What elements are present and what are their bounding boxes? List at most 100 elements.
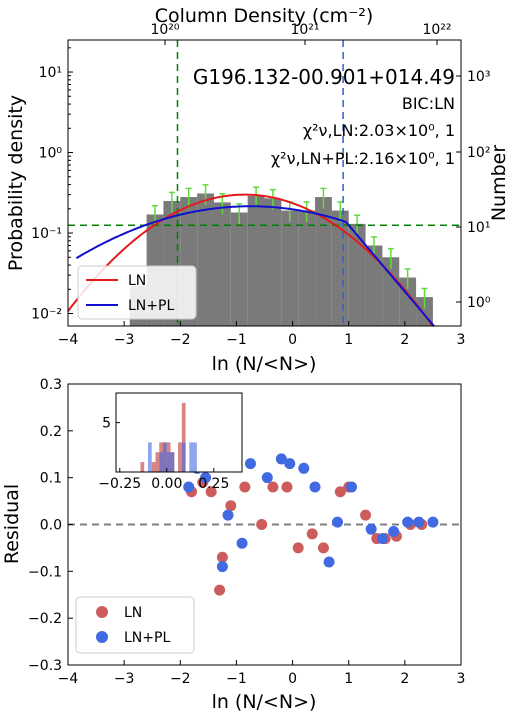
histogram-bar	[247, 195, 265, 326]
x-tick-label: −3	[114, 332, 135, 348]
bottom-y-axis-label: Residual	[1, 484, 23, 564]
y-tick-label: −0.3	[28, 658, 62, 674]
right-tick-label: 10³	[467, 69, 490, 85]
chi2-lnpl-annotation: χ²ν,LN+PL:2.16×10⁰, 1	[271, 149, 455, 168]
ln-residual-point	[205, 486, 217, 498]
inset-x-tick-label: 0.00	[151, 476, 182, 492]
x-tick-label: 3	[457, 332, 466, 348]
bottom-panel: −4 −3 −2 −1 0 1 2 3 −0.3 −0.2 −0.1 0.0 0.1 0.2 0.3 ln…	[1, 377, 465, 713]
inset-x-tick-label: −0.25	[98, 476, 141, 492]
ln-residual-point	[292, 542, 304, 554]
lnpl-residual-point	[236, 537, 248, 549]
inset-lnpl-bar	[193, 442, 197, 472]
y-tick-label: 0.0	[40, 518, 62, 534]
ln-residual-point	[239, 481, 251, 493]
top-x-ticks: −4 −3 −2 −1 0 1 2 3	[58, 321, 466, 348]
y-tick-label: 10⁰	[39, 146, 63, 162]
x-tick-label: −4	[58, 671, 79, 687]
lnpl-residual-point	[388, 526, 400, 538]
inset-ln-bar	[151, 462, 156, 472]
right-tick-label: 10²	[467, 145, 490, 161]
ln-residual-point	[306, 528, 318, 540]
inset-frame	[115, 392, 243, 473]
legend-ln-marker	[96, 606, 108, 618]
legend-lnpl-text: LN+PL	[124, 630, 170, 646]
histogram-bar	[365, 245, 383, 326]
x-tick-label: −1	[226, 332, 247, 348]
histogram-bar	[264, 198, 282, 326]
x-tick-label: −2	[170, 671, 191, 687]
x-tick-label: 0	[288, 671, 297, 687]
reference-lines	[68, 40, 461, 326]
top-y-ticks: 10⁻² 10⁻¹ 10⁰ 10¹	[31, 47, 73, 323]
lnpl-residual-point	[298, 462, 310, 474]
lnpl-fit-curve	[75, 205, 435, 327]
top-tick-label: 10²²	[422, 22, 451, 38]
chi2-ln-annotation: χ²ν,LN:2.03×10⁰, 1	[303, 121, 455, 140]
bottom-y-ticks: −0.3 −0.2 −0.1 0.0 0.1 0.2 0.3	[28, 377, 73, 674]
lnpl-residual-point	[365, 523, 377, 535]
inset-lnpl-bar	[181, 442, 186, 472]
bottom-legend: LN LN+PL	[75, 596, 195, 654]
x-tick-label: −1	[226, 671, 247, 687]
ln-residual-point	[267, 481, 279, 493]
legend-lnpl-label: LN+PL	[128, 298, 174, 314]
x-tick-label: −4	[58, 332, 79, 348]
lnpl-residual-point	[244, 458, 256, 470]
top-plot-frame	[67, 39, 462, 327]
inset-lnpl-bar	[170, 452, 175, 472]
bottom-x-ticks: −4 −3 −2 −1 0 1 2 3	[58, 660, 466, 687]
inset-ln-bar	[181, 402, 186, 472]
histogram-bar	[331, 210, 349, 326]
residual-histogram-inset: −0.25 0.00 0.25 5	[98, 392, 243, 492]
x-tick-label: 2	[400, 332, 409, 348]
ln-residual-point	[334, 486, 346, 498]
histogram-bar	[197, 193, 214, 326]
lnpl-residual-point	[402, 516, 414, 528]
top-tick-label: 10²¹	[290, 22, 319, 38]
right-tick-label: 10⁰	[467, 295, 491, 311]
x-tick-label: 3	[457, 671, 466, 687]
lnpl-residual-point	[284, 458, 296, 470]
ln-residual-point	[216, 551, 228, 563]
y-tick-label: −0.2	[28, 611, 62, 627]
residual-points	[183, 453, 439, 596]
inset-lnpl-bar	[147, 442, 152, 472]
lnpl-residual-point	[346, 481, 358, 493]
top-x-axis-label: ln (N/<N>)	[212, 353, 317, 375]
histogram-bar	[213, 202, 231, 326]
inset-lnpl-bar	[189, 442, 194, 472]
ln-residual-point	[256, 519, 268, 530]
y-tick-label: −0.1	[28, 564, 62, 580]
histogram-bar	[281, 210, 299, 326]
ln-residual-point	[214, 584, 226, 596]
y-tick-label: 10⁻¹	[31, 226, 62, 242]
lnpl-residual-point	[331, 516, 343, 528]
lnpl-residual-point	[275, 453, 287, 465]
bic-annotation: BIC:LN	[402, 94, 455, 113]
inset-lnpl-bar	[163, 442, 167, 472]
x-tick-label: −3	[114, 671, 135, 687]
y-tick-label: 10¹	[39, 65, 62, 81]
lnpl-residual-point	[376, 533, 388, 545]
inset-ln-bar	[155, 452, 160, 472]
x-tick-label: −2	[170, 332, 191, 348]
x-tick-label: 2	[400, 671, 409, 687]
top-legend: LN LN+PL	[77, 265, 197, 320]
inset-y-tick-label: 5	[102, 416, 111, 432]
legend-ln-text: LN	[124, 605, 142, 621]
y-tick-label: 0.1	[40, 471, 62, 487]
histogram-bar	[382, 257, 400, 326]
lnpl-residual-point	[413, 516, 425, 528]
y-tick-label: 0.3	[40, 377, 62, 393]
inset-lnpl-bar	[159, 452, 164, 472]
inset-lnpl-bar	[166, 452, 171, 472]
lnpl-residual-point	[222, 509, 234, 521]
y-tick-label: 0.2	[40, 424, 62, 440]
histogram-bar	[348, 223, 366, 326]
top-right-y-ticks: 10⁰ 10¹ 10² 10³	[456, 69, 491, 311]
right-y-axis-label: Number	[488, 145, 510, 222]
lnpl-residual-point	[427, 516, 439, 528]
lnpl-residual-point	[183, 481, 195, 493]
